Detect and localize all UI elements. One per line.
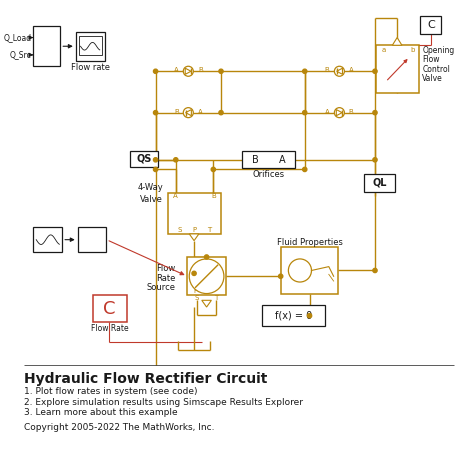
Circle shape	[288, 259, 312, 282]
Circle shape	[307, 313, 312, 318]
Circle shape	[334, 107, 344, 118]
Bar	[364, 174, 395, 192]
Polygon shape	[392, 38, 402, 45]
Circle shape	[334, 66, 344, 76]
Circle shape	[373, 111, 377, 115]
Text: 4-Way: 4-Way	[138, 183, 163, 192]
Circle shape	[174, 158, 178, 162]
Circle shape	[303, 111, 307, 115]
Bar	[130, 151, 158, 167]
Circle shape	[219, 111, 223, 115]
Text: 2. Explore simulation results using Simscape Results Explorer: 2. Explore simulation results using Sims…	[24, 398, 303, 407]
Text: b: b	[410, 47, 415, 53]
Text: P: P	[193, 288, 197, 294]
Circle shape	[219, 69, 223, 73]
Circle shape	[211, 167, 215, 172]
Text: Q_Load: Q_Load	[3, 33, 31, 42]
Text: Hydraulic Flow Rectifier Circuit: Hydraulic Flow Rectifier Circuit	[24, 373, 267, 387]
Text: Fluid Properties: Fluid Properties	[276, 238, 343, 247]
Text: A: A	[349, 67, 353, 73]
Bar	[33, 227, 62, 252]
Bar	[76, 32, 105, 61]
Text: B: B	[349, 109, 353, 115]
Text: P: P	[192, 227, 196, 233]
Bar	[93, 295, 127, 322]
Circle shape	[183, 107, 194, 118]
Circle shape	[279, 274, 283, 278]
Text: Control: Control	[422, 65, 450, 74]
Bar	[168, 194, 221, 234]
Text: a: a	[382, 47, 386, 53]
Bar	[79, 36, 102, 55]
Text: A: A	[198, 109, 203, 115]
Text: T: T	[214, 295, 219, 301]
Text: Flow Rate: Flow Rate	[91, 324, 128, 333]
Text: QL: QL	[373, 178, 387, 188]
Circle shape	[303, 167, 307, 172]
Polygon shape	[336, 110, 342, 116]
Text: Opening: Opening	[422, 45, 454, 55]
Bar	[420, 16, 441, 34]
Circle shape	[373, 69, 377, 73]
Text: Copyright 2005-2022 The MathWorks, Inc.: Copyright 2005-2022 The MathWorks, Inc.	[24, 423, 214, 432]
Text: Valve: Valve	[422, 75, 443, 83]
Text: B: B	[211, 194, 216, 200]
Polygon shape	[202, 300, 212, 307]
Text: 3. Learn more about this example: 3. Learn more about this example	[24, 408, 177, 417]
Bar	[188, 257, 226, 295]
Circle shape	[153, 158, 158, 162]
Polygon shape	[185, 68, 191, 75]
Circle shape	[205, 255, 209, 259]
Text: A: A	[174, 194, 178, 200]
Bar	[376, 45, 419, 94]
Circle shape	[153, 167, 158, 172]
Circle shape	[303, 69, 307, 73]
Bar	[33, 26, 60, 67]
Bar	[78, 227, 106, 252]
Text: Orifices: Orifices	[252, 170, 284, 179]
Text: Flow: Flow	[422, 55, 440, 64]
Circle shape	[192, 271, 196, 275]
Text: A: A	[279, 155, 286, 165]
Polygon shape	[189, 234, 199, 241]
Circle shape	[153, 69, 158, 73]
Text: Rate: Rate	[156, 274, 176, 283]
Bar	[263, 305, 325, 326]
Text: B: B	[325, 67, 330, 73]
Text: Q_Src: Q_Src	[10, 50, 31, 59]
Text: B: B	[252, 155, 259, 165]
Circle shape	[373, 269, 377, 273]
Text: Flow: Flow	[156, 264, 176, 273]
Text: A: A	[175, 67, 179, 73]
Polygon shape	[337, 68, 343, 75]
Text: B: B	[175, 109, 179, 115]
Bar	[281, 247, 338, 294]
Circle shape	[189, 259, 224, 294]
Text: 1. Plot flow rates in system (see code): 1. Plot flow rates in system (see code)	[24, 387, 197, 396]
Text: B: B	[198, 67, 203, 73]
Text: A: A	[325, 109, 330, 115]
Circle shape	[183, 66, 194, 76]
Bar	[242, 151, 295, 169]
Text: Source: Source	[147, 283, 176, 292]
Text: Valve: Valve	[140, 195, 163, 204]
Polygon shape	[186, 110, 191, 116]
Text: T: T	[207, 227, 212, 233]
Circle shape	[153, 111, 158, 115]
Text: S: S	[195, 295, 199, 301]
Circle shape	[373, 158, 377, 162]
Text: QS: QS	[136, 154, 152, 164]
Text: Flow rate: Flow rate	[71, 63, 110, 72]
Text: C: C	[427, 20, 435, 30]
Text: S: S	[177, 227, 182, 233]
Text: f(x) = 0: f(x) = 0	[275, 311, 312, 321]
Text: C: C	[103, 300, 116, 318]
